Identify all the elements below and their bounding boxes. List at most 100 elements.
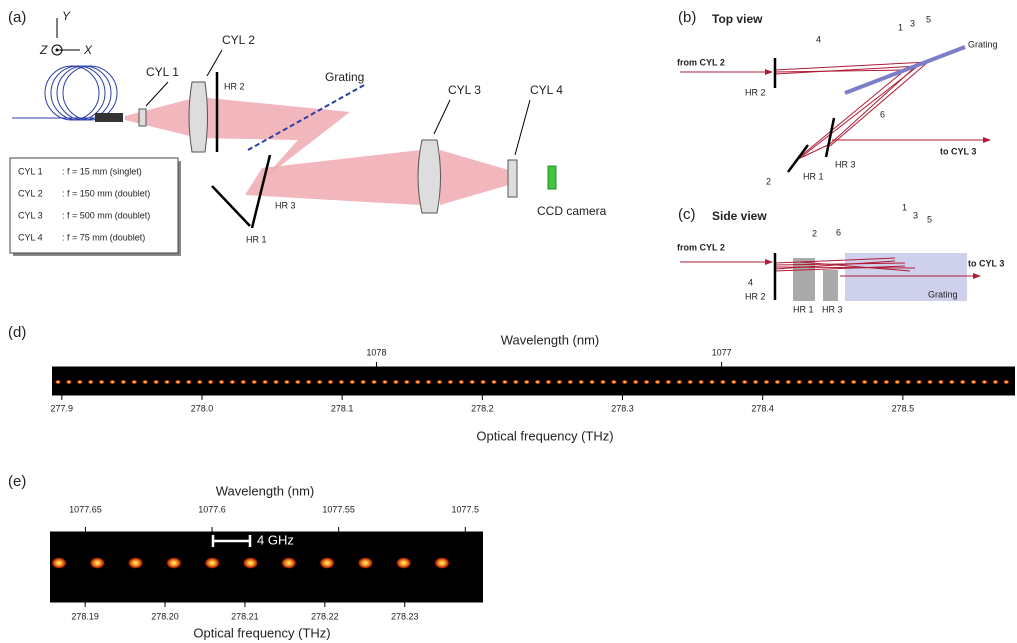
beam-number: 6 (836, 227, 841, 237)
beam (245, 150, 420, 205)
spot (654, 379, 661, 385)
table-name: CYL 1 (18, 166, 43, 176)
spot (861, 379, 868, 385)
spectrum-image (50, 532, 483, 602)
connector (95, 113, 123, 122)
lens (507, 159, 518, 198)
spot (818, 379, 824, 385)
mirror (250, 154, 272, 229)
lens (138, 108, 147, 127)
tick-label: 278.22 (311, 611, 339, 621)
spot (621, 379, 628, 385)
tick-label: 1078 (366, 347, 386, 357)
spot (283, 379, 290, 385)
spot (469, 379, 476, 385)
beam-number: 1 (902, 202, 907, 212)
tick-label: 1077 (712, 347, 732, 357)
table-name: CYL 2 (18, 188, 43, 198)
tick-label: 278.4 (751, 403, 774, 413)
spot (676, 379, 683, 385)
beam-number: 3 (913, 210, 918, 220)
axis-title: Wavelength (nm) (501, 332, 600, 347)
spot (709, 379, 715, 385)
spot (774, 379, 781, 385)
spot (338, 379, 345, 385)
table-spec: : f = 500 mm (doublet) (62, 210, 150, 220)
tick-label: 278.20 (151, 611, 179, 621)
tick-label: 1077.55 (322, 504, 355, 514)
ccd (547, 165, 557, 190)
tick-label: 278.5 (892, 403, 915, 413)
tick-label: 278.2 (471, 403, 494, 413)
beam-number: 6 (880, 109, 885, 119)
spot (414, 379, 421, 385)
spot (970, 379, 977, 385)
spot (65, 379, 72, 385)
table-name: CYL 3 (18, 210, 43, 220)
spot (534, 379, 541, 385)
component-label: HR 2 (745, 291, 766, 301)
panel-d: (d) Wavelength (nm) Optical frequency (T… (8, 324, 1015, 443)
component-label: CYL 4 (530, 83, 563, 97)
spots (55, 379, 1010, 385)
spot (55, 379, 61, 385)
spot (316, 379, 323, 385)
panel-label: (a) (8, 9, 26, 26)
spot (730, 379, 737, 385)
spot (165, 557, 182, 569)
spot (1003, 379, 1010, 385)
spot (174, 379, 181, 385)
component-label: Grating (325, 70, 364, 84)
spot (872, 379, 879, 385)
table-spec: : f = 75 mm (doublet) (62, 232, 145, 242)
tick-label: 1077.6 (198, 504, 226, 514)
spot (752, 379, 759, 385)
spot (305, 379, 312, 385)
lens (417, 139, 441, 214)
component-label: HR 2 (224, 81, 245, 91)
spot (357, 557, 374, 569)
spot (242, 557, 259, 569)
spot (425, 379, 432, 385)
grating (247, 83, 367, 151)
spot (698, 379, 705, 385)
spot (371, 379, 378, 385)
spot (434, 557, 450, 569)
tick-label: 278.21 (231, 611, 259, 621)
spot (89, 557, 106, 569)
spot (894, 379, 901, 385)
spot (262, 379, 269, 385)
spot (665, 379, 672, 385)
component-label: CYL 3 (448, 83, 481, 97)
panel-c: (c) Side view from CYL 2 HR 2 HR 1 HR 3 … (677, 202, 1004, 314)
spot (512, 379, 519, 385)
component-label: Grating (968, 39, 998, 49)
spot (796, 379, 803, 385)
beam (440, 150, 512, 205)
io-label: from CYL 2 (677, 242, 725, 252)
spot (382, 379, 388, 385)
io-label: to CYL 3 (968, 258, 1004, 268)
tick-label: 278.3 (611, 403, 634, 413)
panel-b: (b) Top view from CYL 2 HR 2 HR 1 HR 3 G… (677, 9, 998, 186)
component-label: HR 1 (793, 304, 814, 314)
tick-label: 278.1 (331, 403, 354, 413)
spot (501, 379, 508, 385)
spot (578, 379, 585, 385)
panel-label: (c) (678, 206, 696, 223)
spot (251, 379, 258, 385)
beam (125, 97, 198, 138)
component-label: CYL 2 (222, 33, 255, 47)
spectrum-image (52, 367, 1015, 395)
spot (992, 379, 999, 385)
component-label: CCD camera (537, 204, 607, 218)
scale-bar (211, 535, 252, 547)
spot (436, 379, 443, 385)
spot (600, 379, 606, 385)
component-label: HR 1 (803, 171, 824, 181)
panel-title: Top view (712, 12, 763, 26)
panel-title: Side view (712, 209, 767, 223)
spot (349, 379, 356, 385)
component-label: HR 2 (745, 87, 766, 97)
spot (142, 379, 149, 385)
